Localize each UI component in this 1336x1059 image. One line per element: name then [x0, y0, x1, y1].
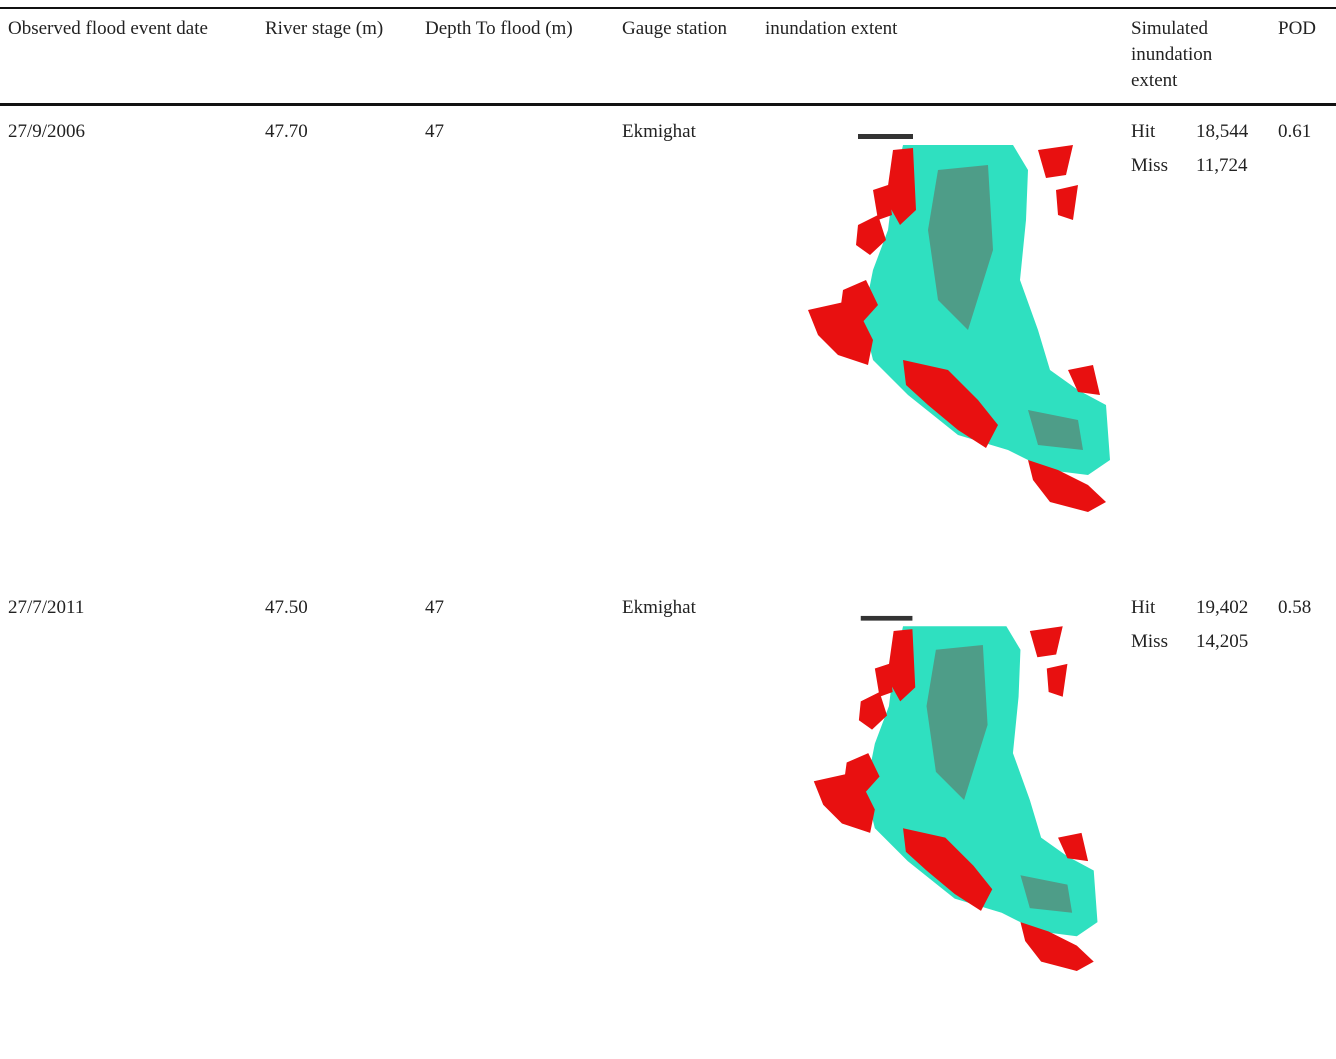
sim-value: 14,205	[1196, 629, 1248, 655]
column-header: inundation extent	[765, 16, 897, 42]
sim-value: 11,724	[1196, 153, 1248, 179]
pod: 0.58	[1278, 595, 1311, 621]
pod: 0.61	[1278, 119, 1311, 145]
sim-label: Miss	[1131, 629, 1168, 655]
column-header: Depth To flood (m)	[425, 16, 573, 42]
column-header: POD	[1278, 16, 1316, 42]
sim-label: Miss	[1131, 153, 1168, 179]
sim-value: 19,402	[1196, 595, 1248, 621]
column-header: River stage (m)	[265, 16, 383, 42]
sim-label: Hit	[1131, 119, 1155, 145]
sim-label: Hit	[1131, 595, 1155, 621]
gauge-station: Ekmighat	[622, 119, 696, 145]
river-stage: 47.50	[265, 595, 308, 621]
depth-to-flood: 47	[425, 595, 444, 621]
column-header: Observed flood event date	[8, 16, 208, 42]
gauge-station: Ekmighat	[622, 595, 696, 621]
sim-value: 18,544	[1196, 119, 1248, 145]
page: Observed flood event date River stage (m…	[0, 0, 1336, 1059]
event-date: 27/7/2011	[8, 595, 84, 621]
depth-to-flood: 47	[425, 119, 444, 145]
column-header: Gauge station	[622, 16, 727, 42]
river-stage: 47.70	[265, 119, 308, 145]
flood-map	[788, 130, 1118, 515]
column-header: Simulated inundation extent	[1131, 16, 1241, 94]
header-rule	[0, 103, 1336, 106]
flood-map	[795, 606, 1105, 980]
event-date: 27/9/2006	[8, 119, 85, 145]
top-rule	[0, 7, 1336, 9]
